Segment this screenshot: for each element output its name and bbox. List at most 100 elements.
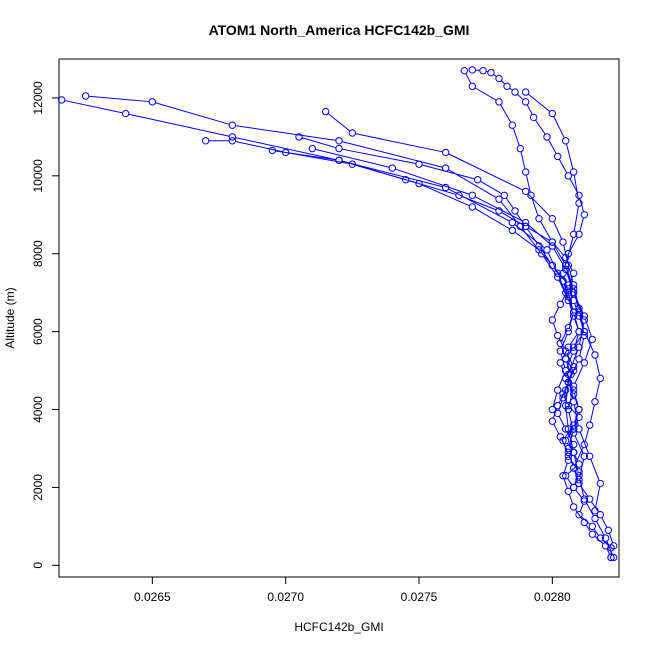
series-line-segment	[579, 315, 585, 333]
y-tick-label: 10000	[31, 159, 45, 193]
data-point	[508, 226, 517, 235]
data-point	[580, 211, 589, 219]
data-point	[575, 355, 583, 363]
series-line-segment	[595, 358, 601, 376]
series-layer	[57, 66, 618, 562]
series-line-segment	[558, 416, 565, 427]
data-point	[529, 113, 538, 122]
data-point	[569, 429, 578, 437]
data-point	[561, 425, 570, 433]
data-point	[335, 137, 343, 145]
series-line-segment	[235, 137, 336, 161]
series-line-segment	[341, 160, 443, 188]
series-line-segment	[563, 463, 568, 473]
series-line-segment	[465, 73, 472, 84]
series-line-segment	[561, 334, 568, 349]
y-tick-label: 4000	[31, 396, 45, 423]
series-line-segment	[574, 334, 579, 349]
data-point	[495, 74, 503, 83]
data-point	[516, 144, 525, 153]
series-line-segment	[421, 164, 475, 180]
data-point	[308, 144, 317, 153]
data-point	[556, 347, 565, 355]
series-line-segment	[553, 423, 560, 435]
series-line-segment	[395, 168, 470, 195]
series-line-segment	[527, 93, 551, 112]
chart-title: ATOM1 North_America HCFC142b_GMI	[209, 22, 470, 38]
series-line-segment	[561, 330, 568, 341]
series-line-segment	[568, 412, 574, 430]
series-line-segment	[579, 478, 585, 497]
data-point	[268, 146, 277, 155]
data-point	[561, 401, 570, 410]
data-point	[553, 401, 562, 410]
series-line-segment	[561, 291, 568, 302]
y-axis-label: Altitude (m)	[3, 287, 17, 348]
data-point	[468, 66, 477, 74]
y-tick-label: 0	[31, 562, 45, 569]
series-line-segment	[574, 295, 584, 318]
data-point	[121, 109, 130, 118]
series-line-segment	[566, 361, 571, 372]
data-point	[564, 425, 573, 433]
data-point	[609, 542, 618, 550]
series-line-segment	[514, 231, 537, 249]
data-point	[321, 107, 330, 116]
series-line-segment	[569, 178, 578, 193]
data-point	[468, 203, 477, 211]
series-9	[521, 88, 605, 515]
data-point	[228, 121, 237, 129]
data-point	[588, 335, 597, 344]
series-line-segment	[505, 197, 514, 209]
series-line-segment	[608, 533, 614, 543]
series-line-segment	[584, 318, 592, 337]
data-point	[495, 98, 503, 106]
data-point	[148, 98, 157, 106]
data-point	[588, 530, 597, 538]
data-point	[455, 191, 463, 200]
series-line-segment	[155, 102, 230, 125]
data-point	[521, 187, 530, 196]
data-point	[521, 218, 530, 227]
series-line-segment	[500, 104, 512, 123]
series-line-segment	[558, 275, 565, 290]
data-point	[548, 417, 557, 425]
series-line-segment	[579, 503, 584, 512]
data-point	[559, 269, 567, 277]
series-line-segment	[584, 428, 590, 442]
data-point	[591, 507, 599, 515]
series-line-segment	[275, 150, 336, 161]
data-point	[569, 308, 578, 316]
series-line-segment	[568, 315, 574, 329]
series-line-segment	[448, 169, 497, 199]
series-line-segment	[552, 408, 558, 419]
data-point	[569, 425, 578, 433]
series-line-segment	[568, 389, 574, 407]
series-line-segment	[520, 151, 526, 169]
data-point	[575, 312, 583, 320]
data-point	[569, 168, 578, 176]
data-point	[569, 285, 578, 293]
series-line-segment	[591, 501, 599, 513]
data-point	[548, 238, 557, 246]
data-point	[553, 152, 562, 161]
series-line-segment	[573, 206, 579, 232]
data-point	[569, 281, 578, 289]
series-line-segment	[568, 377, 574, 399]
series-line-segment	[474, 196, 524, 222]
series-line-segment	[235, 125, 336, 141]
data-point	[559, 238, 567, 246]
series-line-segment	[540, 251, 551, 264]
data-point	[548, 242, 557, 250]
data-point	[580, 316, 589, 324]
series-line-segment	[558, 392, 565, 404]
series-10	[468, 66, 589, 414]
x-tick-label: 0.0275	[401, 590, 438, 604]
data-point	[609, 553, 618, 562]
series-line-segment	[341, 160, 417, 184]
data-point	[575, 199, 583, 207]
series-line-segment	[301, 137, 337, 149]
data-point	[335, 156, 343, 164]
series-line-segment	[527, 193, 551, 217]
data-point	[487, 68, 495, 77]
